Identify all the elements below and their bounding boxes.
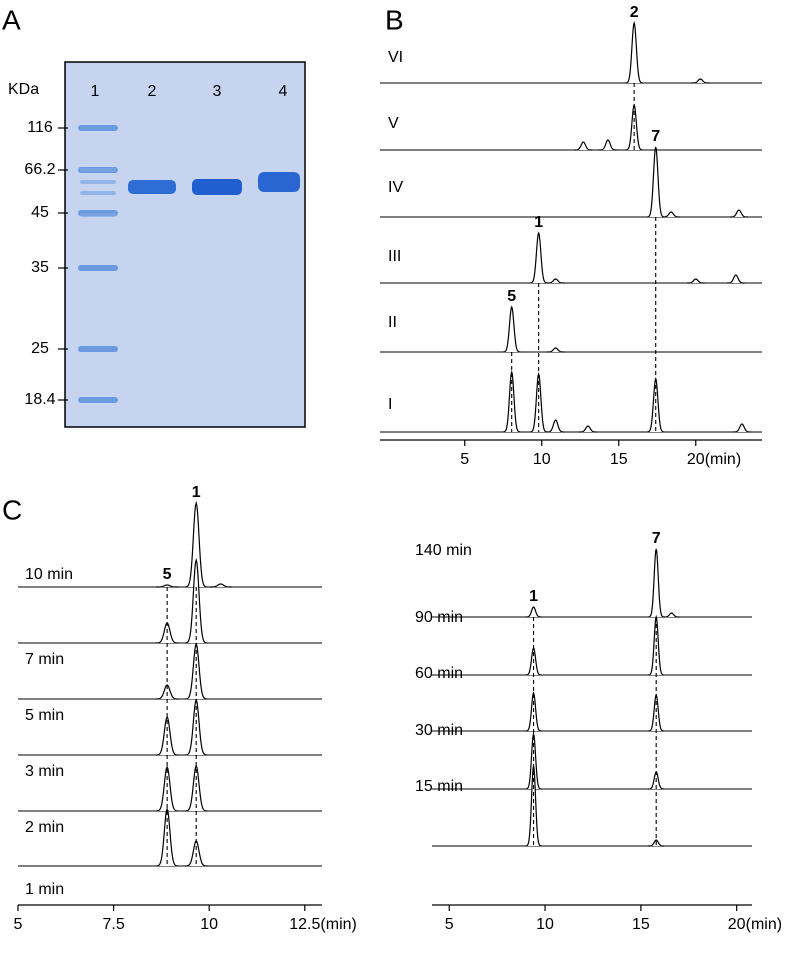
trace-label: IV bbox=[388, 179, 403, 196]
peak bbox=[525, 606, 542, 618]
peak bbox=[574, 141, 593, 151]
trace-label: V bbox=[388, 115, 399, 132]
peak bbox=[155, 584, 179, 588]
trace-label: 60 min bbox=[415, 665, 463, 682]
ladder-band bbox=[80, 168, 116, 172]
trace-label: II bbox=[388, 314, 397, 331]
peak-label: 2 bbox=[630, 4, 639, 21]
peak bbox=[502, 305, 521, 353]
x-tick-label: 20 bbox=[728, 916, 746, 933]
trace-label: III bbox=[388, 248, 401, 265]
protein-band bbox=[258, 172, 300, 192]
peak bbox=[726, 274, 745, 284]
ladder-band bbox=[80, 180, 116, 184]
peak bbox=[155, 765, 179, 812]
x-tick-label: 10 bbox=[536, 916, 554, 933]
x-unit: (min) bbox=[705, 451, 741, 468]
trace-label: 5 min bbox=[25, 707, 64, 724]
marker-label: 18.4 bbox=[24, 391, 55, 408]
peak bbox=[529, 231, 548, 284]
peak bbox=[662, 211, 680, 218]
trace-label: 2 min bbox=[25, 819, 64, 836]
ladder-band bbox=[78, 125, 118, 131]
lane-label: 4 bbox=[279, 83, 288, 100]
marker-label: 35 bbox=[31, 259, 49, 276]
peak bbox=[546, 347, 565, 353]
peak bbox=[525, 765, 542, 847]
peak-label: 1 bbox=[529, 588, 538, 605]
trace-label: VI bbox=[388, 49, 403, 66]
peak bbox=[546, 278, 565, 284]
peak-label: 5 bbox=[163, 566, 172, 583]
peak bbox=[599, 139, 617, 151]
trace-label: I bbox=[388, 396, 392, 413]
x-tick-label: 10 bbox=[533, 451, 551, 468]
peak-label: 7 bbox=[652, 530, 661, 547]
peak bbox=[625, 20, 643, 84]
peak bbox=[155, 807, 179, 867]
marker-label: 116 bbox=[27, 119, 53, 136]
ladder-band bbox=[80, 213, 116, 217]
peak bbox=[691, 78, 710, 84]
protein-band bbox=[192, 179, 242, 195]
gel bbox=[64, 61, 306, 428]
peak bbox=[648, 548, 665, 618]
panel-label: A bbox=[2, 4, 21, 35]
peak bbox=[686, 278, 705, 284]
ladder-band bbox=[78, 397, 118, 403]
ladder-band bbox=[78, 265, 118, 271]
x-tick-label: 5 bbox=[445, 916, 454, 933]
peak bbox=[546, 419, 565, 433]
peak-label: 1 bbox=[534, 214, 543, 231]
unit-label: KDa bbox=[8, 81, 39, 98]
peak bbox=[525, 731, 542, 790]
ladder-band bbox=[80, 191, 116, 195]
peak bbox=[646, 146, 665, 218]
peak bbox=[730, 209, 748, 218]
peak-label: 1 bbox=[192, 484, 201, 501]
lane-label: 2 bbox=[148, 83, 157, 100]
ladder-band bbox=[78, 346, 118, 352]
x-tick-label: 5 bbox=[14, 916, 23, 933]
lane-label: 3 bbox=[213, 83, 222, 100]
trace-label: 10 min bbox=[25, 566, 73, 583]
panel-label: C bbox=[2, 494, 22, 525]
trace-label: 140 min bbox=[415, 542, 472, 559]
peak bbox=[663, 612, 680, 618]
peak bbox=[209, 583, 232, 588]
panel-label: B bbox=[385, 4, 404, 35]
x-tick-label: 15 bbox=[632, 916, 650, 933]
x-tick-label: 10 bbox=[200, 916, 218, 933]
trace-label: 30 min bbox=[415, 722, 463, 739]
protein-band bbox=[128, 180, 176, 194]
peak bbox=[733, 423, 751, 433]
lane-label: 1 bbox=[91, 83, 100, 100]
trace-label: 15 min bbox=[415, 778, 463, 795]
trace-label: 3 min bbox=[25, 763, 64, 780]
trace-label: 1 min bbox=[25, 881, 64, 898]
marker-label: 25 bbox=[31, 340, 49, 357]
peak bbox=[184, 500, 208, 588]
trace-label: 7 min bbox=[25, 651, 64, 668]
x-tick-label: 5 bbox=[460, 451, 469, 468]
marker-label: 66.2 bbox=[24, 161, 55, 178]
peak-label: 7 bbox=[651, 128, 660, 145]
peak bbox=[579, 425, 597, 433]
trace-label: 90 min bbox=[415, 609, 463, 626]
x-unit: (min) bbox=[320, 916, 356, 933]
x-unit: (min) bbox=[746, 916, 782, 933]
x-tick-label: 20 bbox=[687, 451, 705, 468]
peak-label: 5 bbox=[507, 288, 516, 305]
x-tick-label: 15 bbox=[610, 451, 628, 468]
x-tick-label: 7.5 bbox=[102, 916, 124, 933]
x-tick-label: 12.5 bbox=[289, 916, 320, 933]
marker-label: 45 bbox=[31, 204, 49, 221]
